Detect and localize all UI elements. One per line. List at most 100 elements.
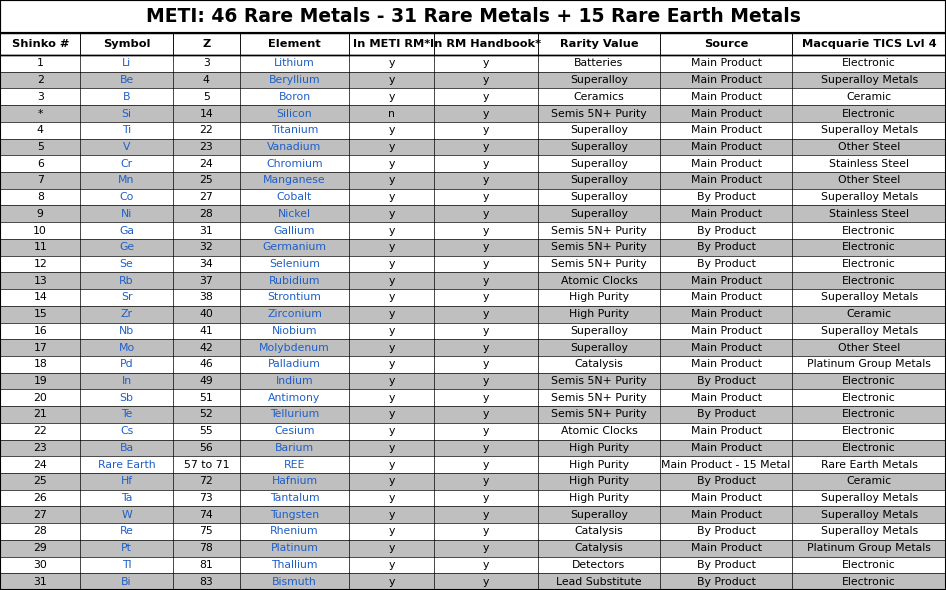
Text: Superalloy Metals: Superalloy Metals — [820, 493, 918, 503]
Bar — [0, 239, 946, 255]
Text: Semis 5N+ Purity: Semis 5N+ Purity — [552, 225, 647, 235]
Text: Ceramic: Ceramic — [847, 476, 892, 486]
Text: Rb: Rb — [119, 276, 133, 286]
Text: y: y — [388, 293, 394, 303]
Text: Antimony: Antimony — [269, 393, 321, 403]
Text: Selenium: Selenium — [269, 259, 320, 269]
Text: y: y — [482, 543, 489, 553]
Text: Zirconium: Zirconium — [267, 309, 322, 319]
Text: 24: 24 — [33, 460, 47, 470]
Text: 55: 55 — [200, 426, 213, 436]
Text: Manganese: Manganese — [263, 175, 325, 185]
Text: y: y — [388, 576, 394, 586]
Text: Main Product: Main Product — [691, 109, 762, 119]
Text: 81: 81 — [200, 560, 213, 570]
Bar — [0, 323, 946, 339]
Text: Electronic: Electronic — [842, 109, 896, 119]
Text: y: y — [482, 159, 489, 169]
Text: y: y — [388, 359, 394, 369]
Text: 7: 7 — [37, 175, 44, 185]
Text: Superalloy: Superalloy — [570, 75, 628, 85]
Text: Palladium: Palladium — [268, 359, 321, 369]
Text: Ceramic: Ceramic — [847, 309, 892, 319]
Text: Te: Te — [121, 409, 132, 419]
Text: y: y — [388, 92, 394, 102]
Text: 8: 8 — [37, 192, 44, 202]
Text: 27: 27 — [200, 192, 213, 202]
Text: y: y — [482, 209, 489, 219]
Text: Molybdenum: Molybdenum — [259, 343, 330, 353]
Text: 30: 30 — [33, 560, 47, 570]
Text: Batteries: Batteries — [574, 58, 623, 68]
Text: Be: Be — [119, 75, 133, 85]
Bar — [0, 440, 946, 456]
Text: Main Product: Main Product — [691, 309, 762, 319]
Text: Cobalt: Cobalt — [277, 192, 312, 202]
Text: Se: Se — [119, 259, 133, 269]
Text: 29: 29 — [33, 543, 47, 553]
Text: y: y — [388, 125, 394, 135]
Text: Semis 5N+ Purity: Semis 5N+ Purity — [552, 259, 647, 269]
Text: Electronic: Electronic — [842, 276, 896, 286]
Text: Semis 5N+ Purity: Semis 5N+ Purity — [552, 393, 647, 403]
Text: 46: 46 — [200, 359, 213, 369]
Text: y: y — [482, 526, 489, 536]
Text: y: y — [482, 326, 489, 336]
Text: Catalysis: Catalysis — [574, 526, 623, 536]
Text: 19: 19 — [33, 376, 47, 386]
Text: y: y — [482, 393, 489, 403]
Text: By Product: By Product — [696, 526, 756, 536]
Text: Main Product: Main Product — [691, 326, 762, 336]
Text: Atomic Clocks: Atomic Clocks — [561, 276, 638, 286]
Text: Boron: Boron — [278, 92, 310, 102]
Text: Main Product: Main Product — [691, 92, 762, 102]
Text: Main Product: Main Product — [691, 443, 762, 453]
Text: Tungsten: Tungsten — [270, 510, 319, 520]
Text: By Product: By Product — [696, 192, 756, 202]
Text: y: y — [482, 560, 489, 570]
Text: Niobium: Niobium — [272, 326, 317, 336]
Text: By Product: By Product — [696, 242, 756, 253]
Text: 78: 78 — [200, 543, 213, 553]
Text: Main Product: Main Product — [691, 142, 762, 152]
Text: Ti: Ti — [122, 125, 131, 135]
Text: y: y — [388, 309, 394, 319]
Text: 1: 1 — [37, 58, 44, 68]
Text: 3: 3 — [202, 58, 210, 68]
Text: 72: 72 — [200, 476, 213, 486]
Text: y: y — [482, 92, 489, 102]
Text: Superalloy: Superalloy — [570, 175, 628, 185]
Text: Ni: Ni — [121, 209, 132, 219]
Bar — [0, 255, 946, 273]
Text: 57 to 71: 57 to 71 — [184, 460, 229, 470]
Text: y: y — [482, 409, 489, 419]
Text: Main Product: Main Product — [691, 58, 762, 68]
Text: y: y — [388, 259, 394, 269]
Bar — [0, 273, 946, 289]
Text: y: y — [482, 58, 489, 68]
Bar — [0, 172, 946, 189]
Text: 5: 5 — [37, 142, 44, 152]
Text: By Product: By Product — [696, 376, 756, 386]
Text: Main Product: Main Product — [691, 393, 762, 403]
Text: High Purity: High Purity — [569, 476, 629, 486]
Text: High Purity: High Purity — [569, 293, 629, 303]
Text: Cs: Cs — [120, 426, 133, 436]
Text: 38: 38 — [200, 293, 213, 303]
Text: y: y — [388, 192, 394, 202]
Text: Catalysis: Catalysis — [574, 359, 623, 369]
Text: Ga: Ga — [119, 225, 134, 235]
Text: Hafnium: Hafnium — [272, 476, 318, 486]
Text: Main Product: Main Product — [691, 510, 762, 520]
Text: Chromium: Chromium — [266, 159, 323, 169]
Bar — [0, 72, 946, 88]
Text: 22: 22 — [200, 125, 213, 135]
Text: y: y — [388, 326, 394, 336]
Text: Strontium: Strontium — [268, 293, 322, 303]
Text: Tantalum: Tantalum — [270, 493, 319, 503]
Text: 16: 16 — [33, 326, 47, 336]
Text: y: y — [388, 526, 394, 536]
Text: y: y — [482, 75, 489, 85]
Text: Other Steel: Other Steel — [838, 343, 901, 353]
Text: W: W — [121, 510, 131, 520]
